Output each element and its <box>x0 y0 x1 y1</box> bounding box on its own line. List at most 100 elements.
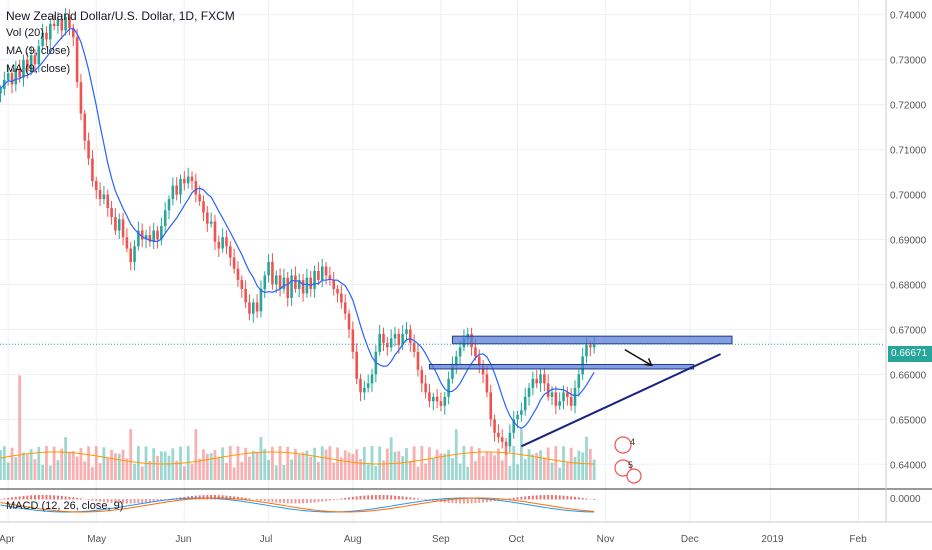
candle-body <box>546 383 550 397</box>
volume-bar <box>405 448 408 480</box>
volume-bar <box>91 467 94 480</box>
candle-body <box>424 383 427 393</box>
macd-histogram-bar <box>79 498 82 500</box>
volume-bar <box>339 457 343 480</box>
macd-histogram-bar <box>248 498 251 500</box>
signal-line <box>0 497 595 513</box>
volume-bar <box>228 446 232 480</box>
macd-histogram-bar <box>83 499 86 500</box>
macd-histogram-bar <box>359 495 362 500</box>
macd-legend[interactable]: MACD (12, 26, close, 9) <box>6 500 124 512</box>
macd-histogram-bar <box>141 499 144 503</box>
candle-body <box>397 333 401 346</box>
macd-histogram-bar <box>332 499 335 501</box>
candle-body <box>18 68 21 78</box>
candle-body <box>102 194 106 200</box>
macd-histogram-bar <box>275 499 278 503</box>
candle-body <box>393 333 397 339</box>
volume-bar <box>225 462 228 480</box>
candle-body <box>286 277 290 298</box>
macd-histogram-bar <box>99 499 102 502</box>
candle-body <box>324 266 328 276</box>
macd-histogram-bar <box>393 495 396 500</box>
volume-bar <box>213 450 217 480</box>
volume-bar <box>497 448 500 480</box>
candle-body <box>351 329 355 352</box>
volume-bar <box>182 466 186 480</box>
macd-histogram-bar <box>374 495 377 500</box>
volume-bar <box>439 453 443 480</box>
x-tick-label: Feb <box>849 534 867 545</box>
volume-bar <box>0 450 2 480</box>
macd-histogram-bar <box>95 499 98 502</box>
macd-line <box>0 497 595 513</box>
earnings-event-badge-2[interactable]: 5 <box>628 460 634 470</box>
volume-bar <box>420 446 424 480</box>
macd-histogram-bar <box>455 499 458 504</box>
macd-histogram-bar <box>401 496 404 500</box>
candle-body <box>493 419 496 433</box>
volume-bar <box>428 447 431 480</box>
candle-body <box>474 347 477 357</box>
volume-bar <box>186 446 190 480</box>
volume-bar <box>148 460 152 480</box>
volume-bar <box>129 429 133 480</box>
volume-bar <box>263 448 267 480</box>
candle-body <box>477 356 481 366</box>
volume-bar <box>278 446 282 480</box>
macd-histogram-bar <box>482 499 485 503</box>
candle-body <box>451 365 454 379</box>
macd-histogram-bar <box>298 499 301 504</box>
macd-histogram-bar <box>443 499 446 503</box>
volume-bar <box>493 455 496 480</box>
macd-histogram-bar <box>125 499 128 504</box>
candle-body <box>363 387 366 393</box>
macd-histogram-bar <box>524 496 527 500</box>
macd-histogram-bar <box>554 495 557 500</box>
earnings-event-badge-1[interactable]: 4 <box>630 437 636 447</box>
macd-histogram-bar <box>53 495 56 500</box>
x-tick-label: Apr <box>0 534 15 545</box>
candle-body <box>68 16 71 29</box>
volume-bar <box>2 446 6 480</box>
macd-histogram-bar <box>451 499 454 504</box>
macd-histogram-bar <box>229 495 232 500</box>
candle-body <box>183 178 186 184</box>
macd-histogram-bar <box>279 499 282 503</box>
ma-legend-2[interactable]: MA (9, close) <box>6 63 71 75</box>
x-tick-label: Dec <box>681 534 699 545</box>
y-tick-label: 0.67000 <box>890 325 927 336</box>
volume-bar <box>71 450 75 480</box>
volume-bar <box>305 450 309 480</box>
macd-histogram-bar <box>76 497 79 500</box>
candle-body <box>386 342 389 348</box>
macd-histogram-bar <box>547 495 550 500</box>
macd-tick-label: 0.0000 <box>890 494 921 505</box>
x-tick-label: Jul <box>260 534 273 545</box>
candle-body <box>56 19 60 26</box>
macd-histogram-bar <box>420 499 423 500</box>
volume-bar <box>313 447 316 480</box>
volume-bar <box>343 450 347 480</box>
volume-bar <box>217 457 221 480</box>
macd-histogram-bar <box>355 496 358 500</box>
volume-bar <box>535 452 539 480</box>
candle-body <box>179 178 182 195</box>
candle-body <box>167 199 171 211</box>
candle-body <box>554 392 558 406</box>
candle-body <box>0 88 2 94</box>
volume-legend[interactable]: Vol (20) <box>6 27 44 39</box>
candle-body <box>343 302 347 314</box>
macd-histogram-bar <box>210 495 213 500</box>
macd-histogram-bar <box>72 497 75 500</box>
macd-histogram-bar <box>225 495 228 500</box>
volume-bar <box>248 456 251 480</box>
macd-histogram-bar <box>478 499 481 503</box>
macd-histogram-bar <box>267 499 270 502</box>
candle-body <box>267 261 270 276</box>
ma-legend-1[interactable]: MA (9, close) <box>6 45 71 57</box>
volume-bar <box>577 450 581 480</box>
candle-body <box>443 396 447 406</box>
